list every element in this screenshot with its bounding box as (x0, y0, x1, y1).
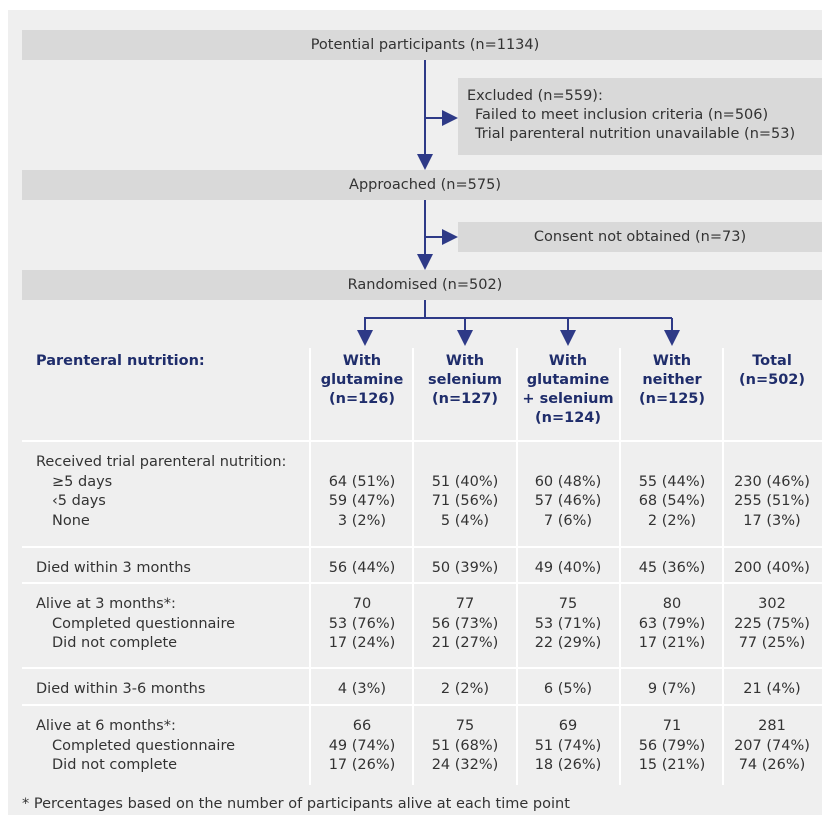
cell: 51 (74%) (534, 737, 602, 754)
column-header: With (652, 353, 692, 369)
cell: 49 (40%) (534, 560, 602, 576)
cell: 2 (2%) (647, 512, 697, 529)
cell: 49 (74%) (328, 737, 396, 754)
cell: 5 (4%) (440, 512, 490, 529)
row-label: Alive at 6 months*: (36, 718, 176, 734)
column-header: glutamine (526, 372, 610, 388)
column-header: With (445, 353, 485, 369)
row-sublabel: None (52, 512, 90, 529)
box-label: Approached (n=575) (349, 177, 501, 193)
box (22, 30, 822, 60)
cell: 71 (662, 718, 682, 734)
cell: 18 (26%) (534, 757, 602, 773)
cell: 60 (48%) (534, 473, 602, 490)
box (458, 78, 822, 155)
cell: 56 (73%) (431, 615, 499, 632)
column-header: With (548, 353, 588, 369)
cell: 70 (352, 596, 372, 612)
cell: 77 (25%) (738, 635, 806, 651)
cell: 9 (7%) (647, 681, 697, 697)
cell: 225 (75%) (734, 615, 810, 632)
cell: 63 (79%) (638, 615, 706, 632)
cell: 51 (68%) (431, 737, 499, 754)
cell: 255 (51%) (734, 493, 810, 509)
box (22, 170, 822, 200)
column-header: neither (642, 372, 702, 388)
column-header: (n=502) (739, 372, 805, 388)
row-sublabel: Completed questionnaire (52, 615, 236, 632)
cell: 59 (47%) (328, 493, 396, 509)
cell: 53 (71%) (534, 615, 602, 632)
column-header: Total (752, 353, 792, 369)
cell: 3 (2%) (337, 512, 387, 529)
box-label: Consent not obtained (n=73) (533, 229, 747, 245)
column-header: selenium (428, 372, 502, 388)
cell: 17 (21%) (638, 635, 706, 651)
box-label: Randomised (n=502) (347, 277, 503, 293)
row-label: Died within 3-6 months (36, 681, 206, 697)
row-label: Died within 3 months (36, 560, 191, 576)
cell: 281 (758, 718, 786, 734)
cell: 200 (40%) (734, 560, 810, 576)
cell: 17 (3%) (743, 512, 801, 529)
cell: 45 (36%) (638, 560, 706, 576)
cell: 207 (74%) (734, 737, 810, 754)
cell: 7 (6%) (543, 512, 593, 529)
cell: 6 (5%) (543, 681, 593, 697)
cell: 68 (54%) (638, 493, 706, 509)
row-sublabel: Did not complete (52, 757, 178, 773)
cell: 80 (662, 596, 682, 612)
row-sublabel: ≥5 days (52, 473, 113, 490)
cell: 24 (32%) (431, 757, 499, 773)
box-label: Failed to meet inclusion criteria (n=506… (475, 107, 769, 123)
box-label: Excluded (n=559): (467, 88, 603, 104)
cell: 69 (558, 718, 578, 734)
cell: 74 (26%) (738, 757, 806, 773)
box-label: Potential participants (n=1134) (310, 37, 540, 53)
box (458, 222, 822, 252)
cell: 53 (76%) (328, 615, 396, 632)
cell: 64 (51%) (328, 473, 396, 490)
box (22, 270, 822, 300)
cell: 77 (455, 596, 475, 612)
column-header: (n=125) (639, 391, 705, 407)
row-label: Alive at 3 months*: (36, 596, 176, 612)
cell: 75 (558, 596, 578, 612)
row-sublabel: Did not complete (52, 635, 178, 651)
column-header: (n=127) (432, 391, 498, 407)
box-label: Trial parenteral nutrition unavailable (… (475, 126, 796, 142)
cell: 302 (758, 596, 786, 612)
row-sublabel: ‹5 days (52, 493, 106, 509)
cell: 21 (27%) (431, 635, 499, 651)
cell: 56 (79%) (638, 737, 706, 754)
column-header: + selenium (522, 391, 614, 407)
cell: 230 (46%) (734, 473, 810, 490)
cell: 17 (26%) (328, 757, 396, 773)
cell: 57 (46%) (534, 493, 602, 509)
cell: 66 (352, 718, 372, 734)
cell: 56 (44%) (328, 560, 396, 576)
cell: 22 (29%) (534, 635, 602, 651)
cell: 75 (455, 718, 475, 734)
cell: 15 (21%) (638, 757, 706, 773)
column-header: With (342, 353, 382, 369)
row-sublabel: Completed questionnaire (52, 737, 236, 754)
cell: 71 (56%) (431, 493, 499, 509)
column-header: (n=126) (329, 391, 395, 407)
column-header: Parenteral nutrition: (36, 353, 205, 369)
cell: 50 (39%) (431, 560, 499, 576)
cell: 51 (40%) (431, 473, 499, 490)
column-header: (n=124) (535, 410, 601, 426)
row-label: Received trial parenteral nutrition: (36, 454, 287, 470)
column-header: glutamine (320, 372, 404, 388)
cell: 17 (24%) (328, 635, 396, 651)
cell: 4 (3%) (337, 681, 387, 697)
cell: 55 (44%) (638, 473, 706, 490)
footnote: * Percentages based on the number of par… (22, 796, 570, 812)
cell: 21 (4%) (743, 681, 801, 697)
cell: 2 (2%) (440, 681, 490, 697)
